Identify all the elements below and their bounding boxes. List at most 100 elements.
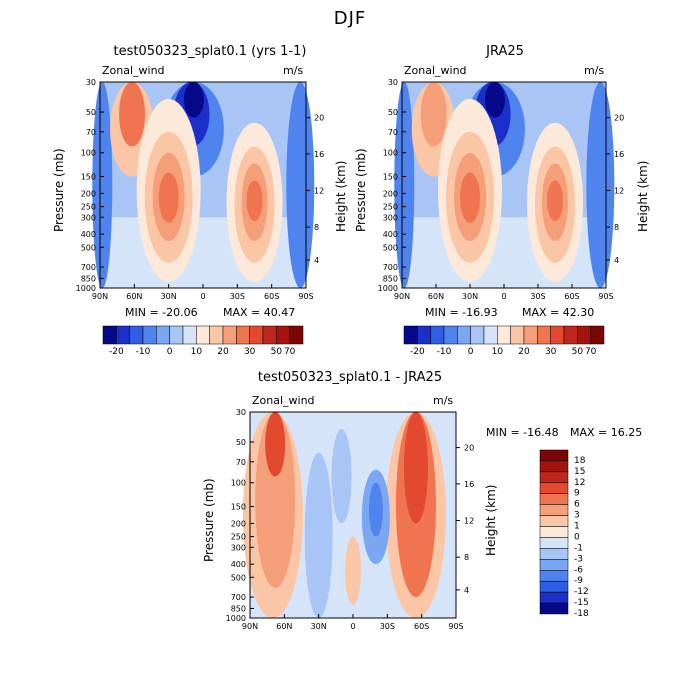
colorbar-swatch-obs <box>523 325 538 345</box>
latitude-tick-label: 60S <box>564 292 579 301</box>
colorbar-swatch-model <box>249 325 264 345</box>
y2-axis-label-obs: Height (km) <box>636 160 650 232</box>
equatorial-positive-diff <box>345 536 361 605</box>
sh-jet-core-obs <box>547 180 563 222</box>
diff-colorbar-swatch <box>539 591 569 604</box>
diff-colorbar-label: -9 <box>574 576 583 586</box>
pressure-tick-label: 850 <box>231 604 246 613</box>
pressure-tick-label: 300 <box>81 213 96 222</box>
latitude-tick-label: 30S <box>380 622 395 631</box>
height-tick-label: 4 <box>464 586 469 595</box>
pressure-tick-label: 850 <box>383 274 398 283</box>
colorbar-label-obs: 0 <box>468 347 474 357</box>
height-tick-label: 16 <box>314 150 324 159</box>
pressure-tick-label: 1000 <box>378 284 398 293</box>
height-tick-label: 8 <box>314 223 319 232</box>
pressure-tick-label: 700 <box>81 263 96 272</box>
latitude-tick-label: 60N <box>126 292 142 301</box>
height-tick-label: 4 <box>614 256 619 265</box>
latitude-tick-label: 90S <box>598 292 613 301</box>
colorbar-swatch-model <box>276 325 290 345</box>
diff-colorbar-label: -1 <box>574 543 583 553</box>
south-polar-band-model <box>286 82 315 288</box>
diff-colorbar-swatch <box>539 449 569 462</box>
colorbar-label-model: 30 <box>244 347 256 357</box>
colorbar-swatch-obs <box>510 325 525 345</box>
y2-axis-label-diff: Height (km) <box>484 484 498 556</box>
variable-label-diff: Zonal_wind <box>252 394 315 407</box>
colorbar-swatch-obs <box>577 325 591 345</box>
diff-colorbar-label: 9 <box>574 489 580 499</box>
height-tick-label: 16 <box>464 480 474 489</box>
pressure-tick-label: 700 <box>231 593 246 602</box>
colorbar-label-model: 10 <box>191 347 203 357</box>
latitude-tick-label: 90N <box>394 292 410 301</box>
pressure-tick-label: 400 <box>383 230 398 239</box>
min-value-model: MIN = -20.06 <box>125 306 198 319</box>
pressure-tick-label: 200 <box>383 189 398 198</box>
pressure-tick-label: 30 <box>86 78 96 87</box>
colorbar-swatch-model <box>289 325 304 345</box>
latitude-tick-label: 60S <box>414 622 429 631</box>
diff-colorbar-swatch <box>539 471 569 484</box>
pressure-tick-label: 500 <box>383 243 398 252</box>
pressure-tick-label: 100 <box>383 149 398 158</box>
colorbar-swatch-obs <box>537 325 551 345</box>
height-tick-label: 12 <box>614 186 624 195</box>
diff-colorbar-swatch <box>539 504 569 516</box>
nh-positive-ring-diff <box>255 412 296 588</box>
diff-colorbar-label: 6 <box>574 500 580 510</box>
variable-label-model: Zonal_wind <box>102 64 165 77</box>
diff-colorbar-label: 18 <box>574 456 586 466</box>
pressure-tick-label: 50 <box>236 438 246 447</box>
latitude-tick-label: 30N <box>161 292 177 301</box>
height-tick-label: 12 <box>314 186 324 195</box>
colorbar-swatch-model <box>142 325 157 345</box>
diff-colorbar-label: -15 <box>574 598 589 608</box>
max-value-diff: MAX = 16.25 <box>570 426 643 439</box>
diff-colorbar-label: 15 <box>574 467 585 477</box>
colorbar-swatch-model <box>222 325 237 345</box>
colorbar-swatch-obs <box>443 325 458 345</box>
nh-jet-core-model <box>158 172 179 223</box>
latitude-tick-label: 90N <box>242 622 258 631</box>
colorbar-label-model: -10 <box>136 347 151 357</box>
pressure-tick-label: 300 <box>383 213 398 222</box>
colorbar-label-obs: 70 <box>585 347 597 357</box>
colorbar-swatch-model <box>129 325 144 345</box>
equatorial-negative-diff <box>331 428 352 524</box>
height-tick-label: 20 <box>614 114 624 123</box>
panel-title-diff: test050323_splat0.1 - JRA25 <box>257 370 443 385</box>
diff-colorbar-swatch <box>539 570 569 582</box>
nh-negative-band-diff <box>304 452 333 618</box>
pressure-tick-label: 70 <box>388 128 398 137</box>
pressure-tick-label: 200 <box>231 519 246 528</box>
colorbar-swatch-model <box>182 325 197 345</box>
y-axis-label-diff: Pressure (mb) <box>202 478 216 562</box>
diff-colorbar-swatch <box>539 548 569 560</box>
latitude-tick-label: 90S <box>448 622 463 631</box>
min-value-diff: MIN = -16.48 <box>486 426 559 439</box>
pressure-tick-label: 700 <box>383 263 398 272</box>
diff-colorbar-label: -18 <box>574 609 589 619</box>
latitude-tick-label: 30N <box>462 292 478 301</box>
panel-title-model: test050323_splat0.1 (yrs 1-1) <box>113 44 307 59</box>
colorbar-swatch-obs <box>590 325 605 345</box>
pressure-tick-label: 150 <box>383 173 398 182</box>
y-axis-label-obs: Pressure (mb) <box>354 148 368 232</box>
pressure-tick-label: 250 <box>383 203 398 212</box>
colorbar-swatch-obs <box>470 325 485 345</box>
colorbar-label-obs: -20 <box>410 347 425 357</box>
diff-colorbar-label: -6 <box>574 565 583 575</box>
colorbar-label-obs: 20 <box>518 347 530 357</box>
pressure-tick-label: 300 <box>231 543 246 552</box>
pressure-tick-label: 1000 <box>76 284 96 293</box>
latitude-tick-label: 90N <box>92 292 108 301</box>
diff-colorbar-label: 0 <box>574 532 580 542</box>
colorbar-swatch-model <box>116 325 130 345</box>
diff-colorbar-swatch <box>539 515 569 527</box>
height-tick-label: 20 <box>314 114 324 123</box>
max-value-obs: MAX = 42.30 <box>522 306 595 319</box>
latitude-tick-label: 0 <box>501 292 506 301</box>
